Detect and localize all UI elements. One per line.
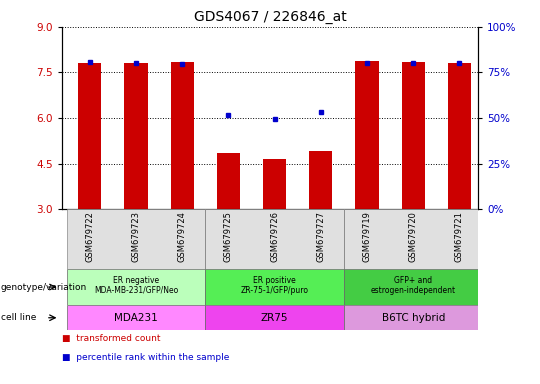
Bar (344, 269, 483, 305)
Bar (344, 305, 483, 330)
Bar (205, 305, 344, 330)
Bar (67, 269, 205, 305)
Text: genotype/variation: genotype/variation (1, 283, 87, 291)
Bar (124, 63, 147, 209)
Text: ZR75: ZR75 (261, 313, 288, 323)
Text: GSM679725: GSM679725 (224, 211, 233, 262)
Text: GSM679727: GSM679727 (316, 211, 325, 262)
Text: ■  percentile rank within the sample: ■ percentile rank within the sample (62, 353, 230, 361)
Text: B6TC hybrid: B6TC hybrid (382, 313, 445, 323)
Bar (263, 159, 286, 209)
Text: GSM679720: GSM679720 (409, 211, 418, 262)
Bar (171, 62, 194, 209)
Bar (217, 153, 240, 209)
Text: ■  transformed count: ■ transformed count (62, 334, 160, 343)
Text: MDA231: MDA231 (114, 313, 158, 323)
Text: GSM679723: GSM679723 (132, 211, 140, 262)
Text: ER positive
ZR-75-1/GFP/puro: ER positive ZR-75-1/GFP/puro (241, 275, 309, 295)
Bar (448, 63, 471, 209)
Text: GSM679726: GSM679726 (270, 211, 279, 262)
Text: GSM679724: GSM679724 (178, 211, 187, 262)
Bar (344, 209, 483, 269)
Bar (67, 209, 205, 269)
Text: GFP+ and
estrogen-independent: GFP+ and estrogen-independent (370, 275, 456, 295)
Bar (309, 151, 332, 209)
Text: GSM679722: GSM679722 (85, 211, 94, 262)
Text: GSM679721: GSM679721 (455, 211, 464, 262)
Bar (355, 61, 379, 209)
Bar (205, 269, 344, 305)
Title: GDS4067 / 226846_at: GDS4067 / 226846_at (194, 10, 346, 25)
Text: ER negative
MDA-MB-231/GFP/Neo: ER negative MDA-MB-231/GFP/Neo (94, 275, 178, 295)
Bar (78, 63, 102, 209)
Bar (67, 305, 205, 330)
Text: cell line: cell line (1, 313, 36, 322)
Text: GSM679719: GSM679719 (362, 211, 372, 262)
Bar (402, 62, 425, 209)
Bar (205, 209, 344, 269)
